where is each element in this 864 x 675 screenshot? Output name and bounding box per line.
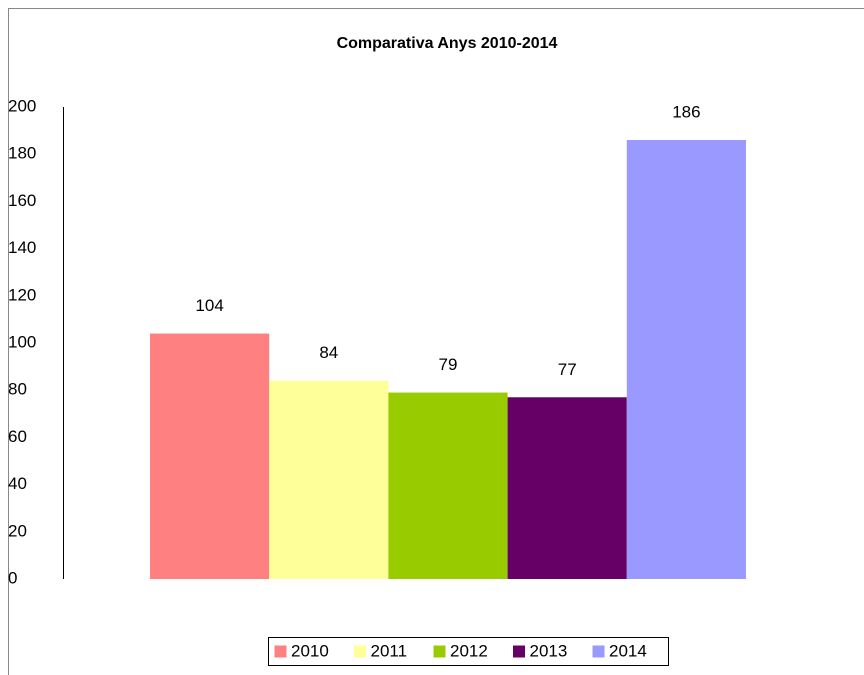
- y-tick-label: 140: [8, 238, 36, 257]
- y-tick-label: 60: [8, 427, 27, 446]
- chart-frame: [8, 8, 864, 675]
- y-tick-label: 80: [8, 380, 27, 399]
- y-tick-label: 100: [8, 332, 36, 351]
- bar: [269, 380, 389, 579]
- y-tick-label: 0: [8, 568, 17, 587]
- legend-swatch: [513, 645, 525, 658]
- legend-swatch: [592, 645, 605, 658]
- y-tick-label: 40: [8, 474, 27, 493]
- data-label: 77: [558, 360, 577, 379]
- bar: [150, 333, 270, 579]
- data-label: 79: [439, 355, 458, 374]
- legend-swatch: [354, 645, 366, 658]
- bar: [388, 392, 508, 579]
- legend-label: 2014: [609, 641, 647, 660]
- y-tick-label: 200: [8, 96, 36, 115]
- y-tick-label: 20: [8, 521, 27, 540]
- legend-swatch: [274, 645, 287, 658]
- data-label: 104: [195, 296, 223, 315]
- y-tick-label: 160: [8, 191, 36, 210]
- legend-label: 2010: [291, 641, 329, 660]
- data-label: 84: [319, 343, 338, 362]
- y-tick-label: 120: [8, 285, 36, 304]
- chart-title: Comparativa Anys 2010-2014: [337, 35, 558, 52]
- legend-label: 2013: [530, 641, 568, 660]
- y-tick-label: 180: [8, 144, 36, 163]
- bar: [626, 140, 746, 580]
- legend-label: 2012: [450, 641, 488, 660]
- legend-swatch: [433, 645, 446, 658]
- data-label: 186: [672, 103, 700, 122]
- legend-label: 2011: [371, 641, 408, 660]
- bar: [507, 397, 627, 579]
